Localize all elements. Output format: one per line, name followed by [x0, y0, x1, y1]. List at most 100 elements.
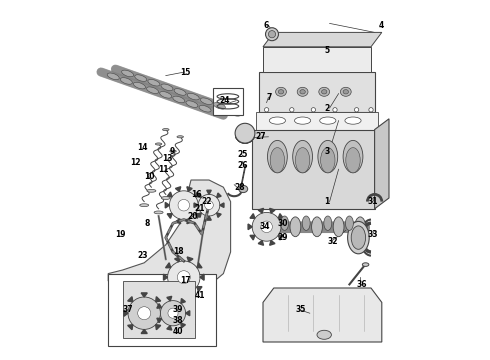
- Polygon shape: [278, 235, 283, 240]
- Polygon shape: [166, 287, 171, 292]
- Text: 37: 37: [122, 305, 133, 314]
- Ellipse shape: [275, 87, 286, 96]
- Ellipse shape: [269, 217, 279, 237]
- Ellipse shape: [319, 117, 336, 124]
- Ellipse shape: [290, 217, 301, 237]
- Ellipse shape: [163, 129, 169, 131]
- Polygon shape: [167, 296, 172, 301]
- Text: 11: 11: [159, 165, 169, 174]
- Text: 8: 8: [144, 219, 149, 228]
- Text: 14: 14: [137, 143, 147, 152]
- Polygon shape: [374, 119, 389, 209]
- Text: 28: 28: [234, 183, 245, 192]
- Ellipse shape: [235, 123, 255, 143]
- Polygon shape: [164, 274, 168, 280]
- Text: 25: 25: [238, 150, 248, 159]
- Ellipse shape: [294, 117, 311, 124]
- Polygon shape: [196, 192, 200, 197]
- Ellipse shape: [281, 216, 289, 230]
- Ellipse shape: [293, 140, 313, 173]
- Ellipse shape: [321, 90, 327, 94]
- Polygon shape: [157, 304, 162, 308]
- Text: 13: 13: [162, 154, 172, 163]
- Text: 1: 1: [324, 197, 329, 206]
- Ellipse shape: [363, 263, 369, 266]
- Ellipse shape: [268, 140, 287, 173]
- Polygon shape: [270, 240, 275, 245]
- Polygon shape: [174, 293, 180, 297]
- Ellipse shape: [155, 143, 162, 145]
- Polygon shape: [281, 224, 285, 230]
- Ellipse shape: [343, 90, 348, 94]
- Ellipse shape: [355, 217, 366, 237]
- Polygon shape: [187, 257, 193, 262]
- Ellipse shape: [133, 82, 146, 89]
- Text: 35: 35: [295, 305, 306, 314]
- Polygon shape: [197, 193, 201, 198]
- Circle shape: [168, 308, 178, 318]
- Polygon shape: [108, 180, 231, 299]
- Polygon shape: [175, 219, 181, 224]
- Polygon shape: [122, 281, 195, 338]
- Text: 33: 33: [368, 230, 378, 239]
- Circle shape: [178, 199, 190, 211]
- Text: 34: 34: [259, 222, 270, 231]
- Text: 6: 6: [263, 21, 268, 30]
- Ellipse shape: [187, 93, 199, 100]
- Ellipse shape: [147, 87, 159, 94]
- Ellipse shape: [161, 197, 171, 199]
- Polygon shape: [197, 213, 201, 217]
- Polygon shape: [128, 297, 133, 302]
- Ellipse shape: [200, 98, 212, 104]
- Ellipse shape: [174, 89, 186, 95]
- Polygon shape: [187, 187, 192, 192]
- Polygon shape: [263, 47, 371, 72]
- Ellipse shape: [351, 226, 366, 249]
- Text: 22: 22: [202, 197, 212, 206]
- Polygon shape: [278, 213, 283, 218]
- Ellipse shape: [347, 221, 369, 254]
- Ellipse shape: [122, 70, 134, 77]
- Polygon shape: [259, 72, 374, 112]
- Polygon shape: [200, 274, 204, 280]
- Text: 15: 15: [180, 68, 191, 77]
- Polygon shape: [166, 263, 171, 268]
- Polygon shape: [270, 208, 275, 213]
- Polygon shape: [197, 287, 202, 292]
- Ellipse shape: [107, 73, 119, 80]
- Text: 5: 5: [324, 46, 329, 55]
- Circle shape: [261, 221, 272, 233]
- Polygon shape: [194, 203, 198, 207]
- Polygon shape: [196, 214, 200, 219]
- Polygon shape: [160, 310, 165, 316]
- Circle shape: [311, 108, 316, 112]
- Circle shape: [290, 108, 294, 112]
- Ellipse shape: [147, 189, 156, 192]
- Text: 18: 18: [173, 248, 184, 256]
- Ellipse shape: [161, 84, 173, 91]
- Ellipse shape: [346, 148, 360, 173]
- Ellipse shape: [295, 148, 310, 173]
- Circle shape: [333, 108, 337, 112]
- Polygon shape: [141, 293, 147, 297]
- Bar: [213, 88, 243, 115]
- Polygon shape: [124, 310, 128, 316]
- Circle shape: [265, 108, 269, 112]
- Text: 7: 7: [267, 93, 272, 102]
- Ellipse shape: [341, 87, 351, 96]
- Polygon shape: [187, 219, 192, 224]
- Polygon shape: [128, 325, 133, 330]
- Ellipse shape: [199, 105, 211, 112]
- Text: 32: 32: [328, 237, 338, 246]
- Polygon shape: [256, 112, 378, 130]
- Polygon shape: [174, 257, 180, 262]
- Text: 36: 36: [357, 280, 367, 289]
- Text: 24: 24: [220, 96, 230, 105]
- Ellipse shape: [160, 91, 172, 98]
- Circle shape: [160, 301, 186, 326]
- Polygon shape: [157, 318, 162, 323]
- Polygon shape: [156, 325, 161, 330]
- Text: 41: 41: [195, 291, 205, 300]
- Text: 30: 30: [277, 219, 288, 228]
- Ellipse shape: [333, 217, 344, 237]
